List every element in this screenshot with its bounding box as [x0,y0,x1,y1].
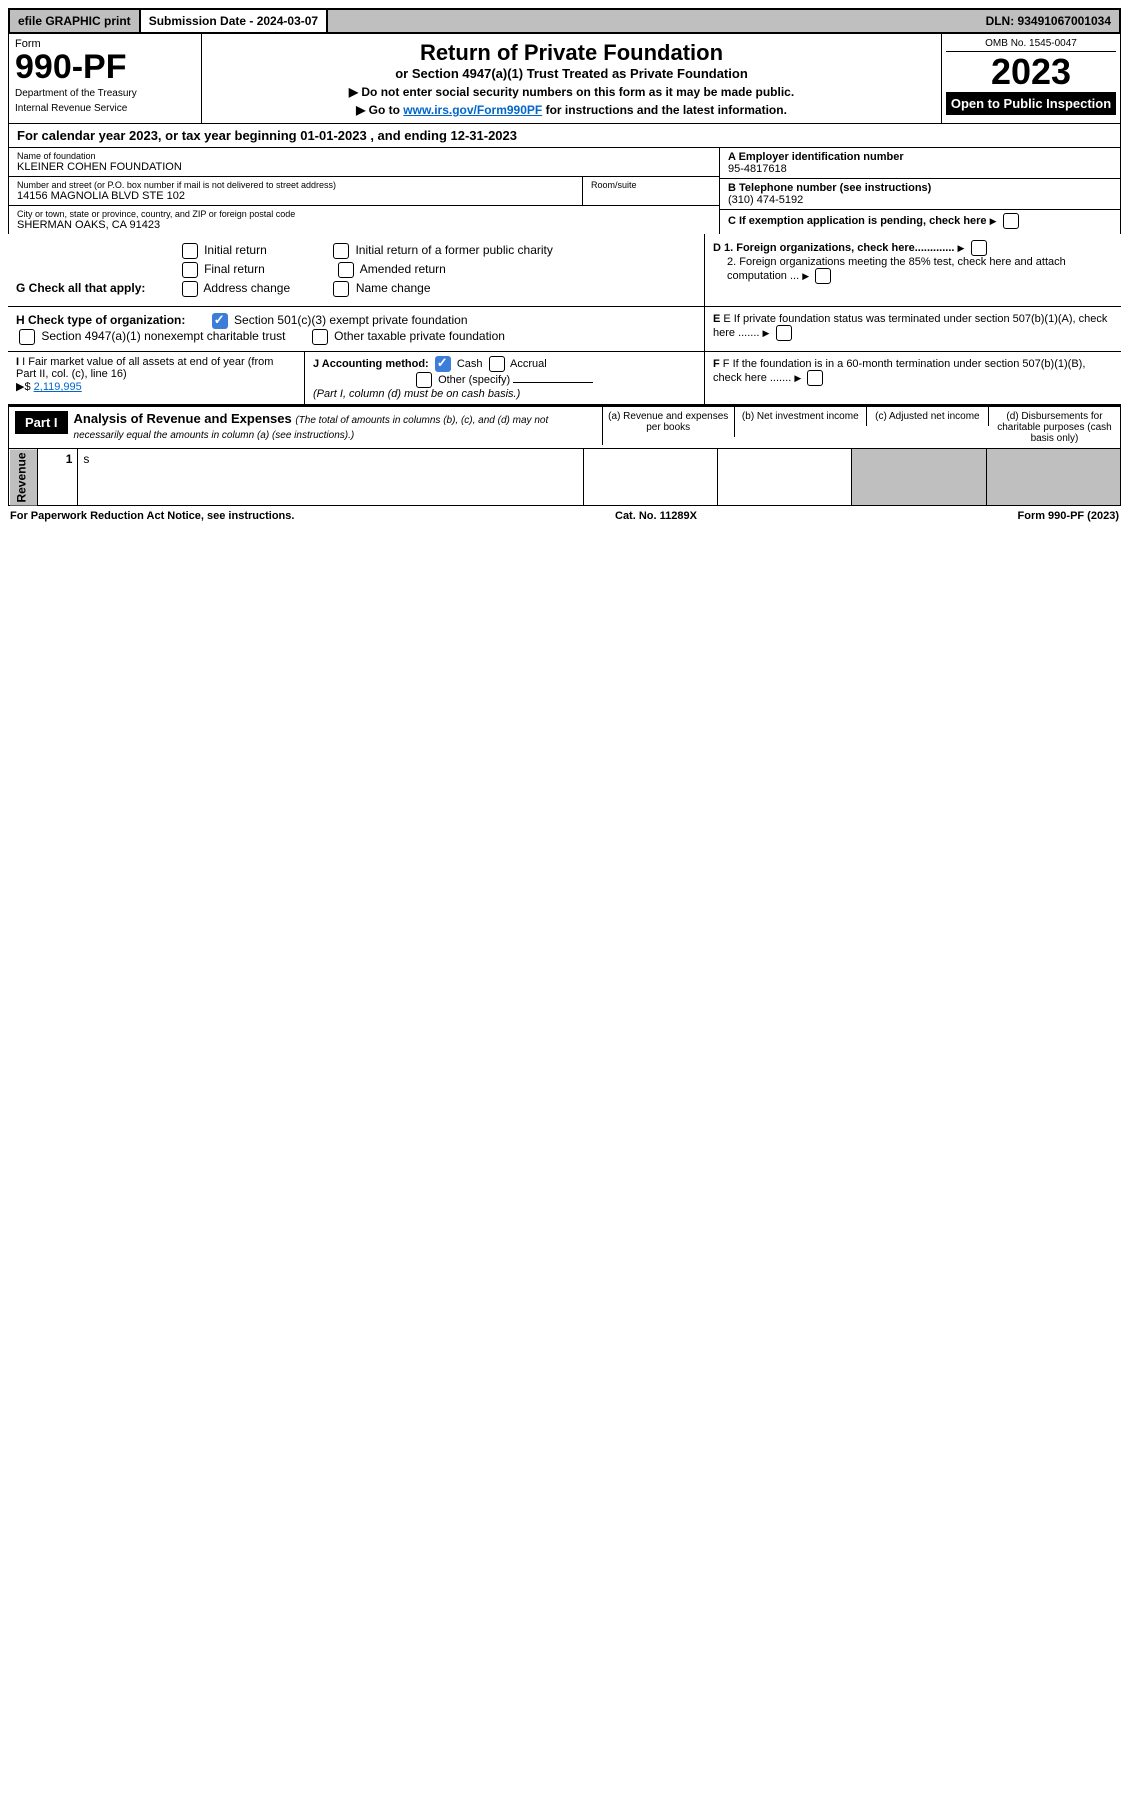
section-h-row: H Check type of organization: Section 50… [8,307,1121,352]
revenue-side-label: Revenue [9,449,38,506]
omb-number: OMB No. 1545-0047 [946,36,1116,52]
section-f-cell: F F If the foundation is in a 60-month t… [704,352,1121,404]
col-c-header: (c) Adjusted net income [867,407,989,426]
501c3-checkbox[interactable] [212,313,228,329]
open-inspection-label: Open to Public Inspection [946,92,1116,115]
row-description: s [78,449,583,506]
form-subtitle: or Section 4947(a)(1) Trust Treated as P… [212,66,931,81]
tax-year: 2023 [946,52,1116,92]
form-number-box: Form 990-PF Department of the Treasury I… [9,34,202,123]
part1-label: Part I [15,411,68,434]
calendar-year-row: For calendar year 2023, or tax year begi… [8,124,1121,148]
f-checkbox[interactable] [807,370,823,386]
final-return-checkbox[interactable] [182,262,198,278]
section-i: I I Fair market value of all assets at e… [8,352,305,404]
exemption-cell: C If exemption application is pending, c… [720,210,1120,232]
footer-mid: Cat. No. 11289X [615,510,697,522]
other-method-checkbox[interactable] [416,372,432,388]
cash-checkbox[interactable] [435,356,451,372]
section-g-row: G Check all that apply: Initial return I… [8,234,1121,307]
d1-checkbox[interactable] [971,240,987,256]
section-j: J Accounting method: Cash Accrual Other … [305,352,704,404]
initial-former-checkbox[interactable] [333,243,349,259]
instructions-link[interactable]: www.irs.gov/Form990PF [403,103,542,117]
form-title: Return of Private Foundation [212,40,931,66]
form-note-2: ▶ Go to www.irs.gov/Form990PF for instru… [212,103,931,117]
footer-right: Form 990-PF (2023) [1018,510,1119,522]
part1-header-row: Part I Analysis of Revenue and Expenses … [8,407,1121,449]
col-a-header: (a) Revenue and expenses per books [603,407,735,437]
form-number: 990-PF [15,50,195,84]
d2-checkbox[interactable] [815,268,831,284]
col-b-header: (b) Net investment income [735,407,867,426]
form-header: Form 990-PF Department of the Treasury I… [8,34,1121,124]
footer-left: For Paperwork Reduction Act Notice, see … [10,510,294,522]
info-grid: Name of foundation KLEINER COHEN FOUNDAT… [8,148,1121,234]
table-row: Revenue1s [9,449,1121,506]
title-box: Return of Private Foundation or Section … [202,34,942,123]
cell-d [986,449,1120,506]
section-d-cell: D 1. Foreign organizations, check here..… [704,234,1121,306]
room-cell: Room/suite [583,177,719,206]
fmv-link[interactable]: 2,119,995 [34,381,82,393]
phone-cell: B Telephone number (see instructions) (3… [720,179,1120,210]
cell-c [852,449,986,506]
section-e-cell: E E If private foundation status was ter… [704,307,1121,351]
address-change-checkbox[interactable] [182,281,198,297]
cell-a [583,449,717,506]
submission-date: Submission Date - 2024-03-07 [141,10,328,32]
foundation-name-cell: Name of foundation KLEINER COHEN FOUNDAT… [9,148,719,177]
row-number: 1 [37,449,78,506]
footer: For Paperwork Reduction Act Notice, see … [8,506,1121,526]
accrual-checkbox[interactable] [489,356,505,372]
initial-return-checkbox[interactable] [182,243,198,259]
dln-label: DLN: 93491067001034 [978,10,1119,32]
form-note-1: ▶ Do not enter social security numbers o… [212,85,931,99]
4947-checkbox[interactable] [19,329,35,345]
year-box: OMB No. 1545-0047 2023 Open to Public In… [942,34,1120,123]
col-d-header: (d) Disbursements for charitable purpose… [989,407,1120,448]
cell-b [718,449,852,506]
e-checkbox[interactable] [776,325,792,341]
dept-label: Department of the Treasury [15,88,195,99]
irs-label: Internal Revenue Service [15,103,195,114]
name-change-checkbox[interactable] [333,281,349,297]
efile-label: efile GRAPHIC print [10,10,141,32]
amended-checkbox[interactable] [338,262,354,278]
exemption-checkbox[interactable] [1003,213,1019,229]
city-cell: City or town, state or province, country… [9,206,719,234]
section-ij-row: I I Fair market value of all assets at e… [8,352,1121,407]
top-bar: efile GRAPHIC print Submission Date - 20… [8,8,1121,34]
g-label: G Check all that apply: [16,281,145,295]
h-label: H Check type of organization: [16,313,185,327]
main-table: Revenue1s [8,449,1121,506]
ein-cell: A Employer identification number 95-4817… [720,148,1120,179]
other-taxable-checkbox[interactable] [312,329,328,345]
address-cell: Number and street (or P.O. box number if… [9,177,583,206]
